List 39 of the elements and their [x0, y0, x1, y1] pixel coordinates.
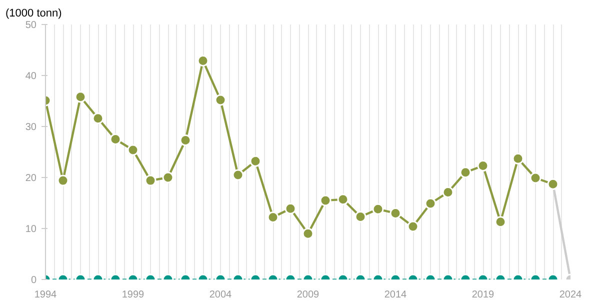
point — [372, 203, 384, 215]
y-tick-label: 20 — [25, 173, 37, 184]
point — [110, 134, 122, 145]
point — [530, 172, 542, 184]
point — [477, 160, 489, 172]
point — [424, 198, 436, 210]
point — [127, 144, 139, 156]
x-tick-label: 2014 — [384, 290, 408, 300]
point — [407, 220, 419, 232]
x-tick-label: 2024 — [559, 290, 582, 300]
point — [267, 212, 279, 224]
y-tick-label: 10 — [25, 224, 37, 235]
y-tick-label: 0 — [30, 275, 37, 286]
point — [442, 186, 454, 198]
point — [460, 166, 472, 178]
point — [390, 207, 402, 219]
x-tick-label: 2009 — [296, 290, 320, 300]
point — [57, 174, 69, 186]
point — [354, 211, 366, 223]
point — [180, 134, 192, 146]
point — [302, 228, 314, 240]
point — [232, 169, 244, 181]
y-tick-label: 50 — [25, 20, 37, 31]
point — [284, 202, 296, 214]
x-tick-label: 2019 — [472, 290, 495, 300]
x-tick-label: 1999 — [122, 290, 145, 300]
point — [320, 194, 332, 206]
point — [92, 112, 104, 124]
point — [494, 216, 506, 228]
y-axis-title: (1000 tonn) — [6, 8, 62, 20]
point — [144, 174, 156, 186]
point — [250, 155, 262, 167]
point — [337, 194, 349, 206]
point — [512, 152, 524, 164]
point — [162, 172, 174, 184]
y-tick-label: 30 — [25, 122, 37, 133]
x-tick-label: 1994 — [34, 290, 58, 300]
x-tick-label: 2004 — [209, 290, 232, 300]
y-tick-label: 40 — [25, 71, 37, 82]
